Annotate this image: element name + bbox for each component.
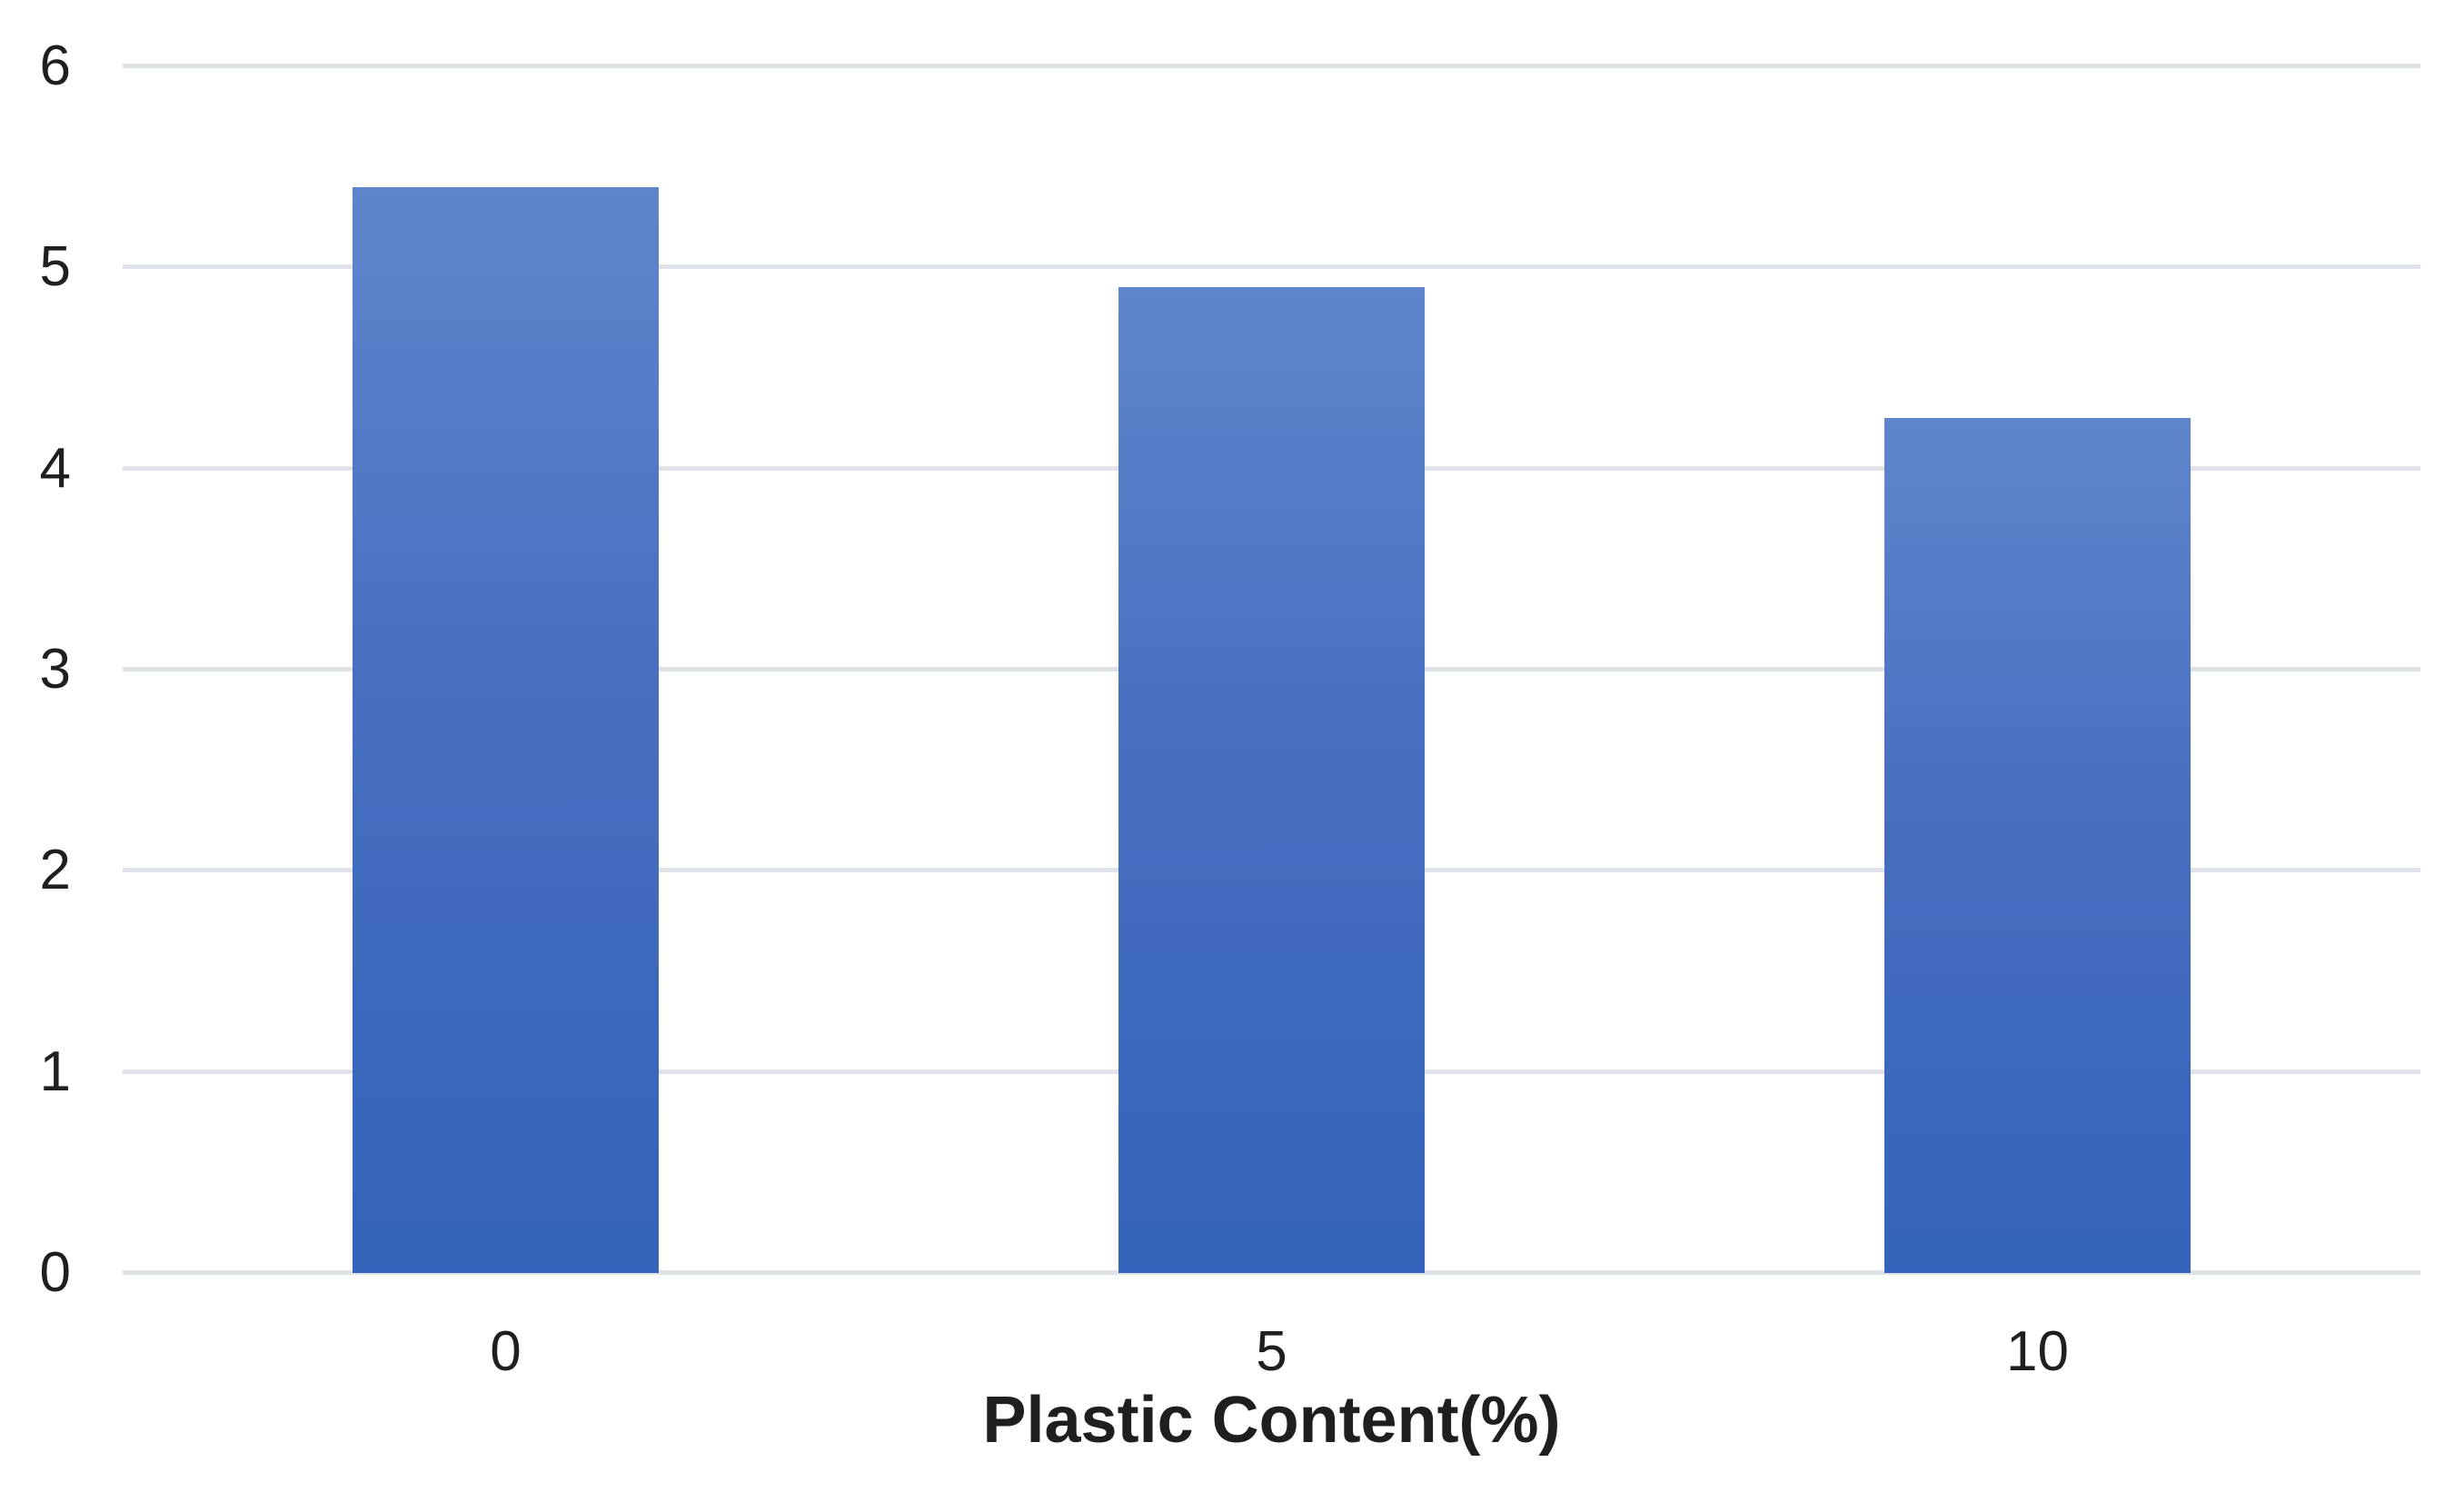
bar [1884,418,2191,1273]
y-tick-label: 5 [39,235,71,299]
x-tick-label: 10 [2006,1320,2069,1383]
y-tick-label: 1 [39,1040,71,1103]
y-tick-label: 4 [39,436,71,500]
bar [1118,287,1425,1273]
x-tick-label: 0 [490,1320,522,1383]
x-tick-label: 5 [1256,1320,1287,1383]
y-tick-label: 0 [39,1241,71,1304]
x-axis-title: Plastic Content(%) [982,1384,1561,1457]
bar [353,186,659,1273]
gridline [123,64,2420,68]
gridline [123,264,2420,270]
y-tick-label: 6 [39,35,71,97]
y-tick-label: 3 [39,638,71,701]
y-tick-label: 2 [39,839,71,902]
